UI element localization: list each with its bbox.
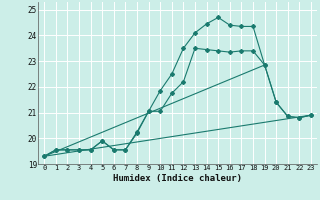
X-axis label: Humidex (Indice chaleur): Humidex (Indice chaleur) [113, 174, 242, 183]
